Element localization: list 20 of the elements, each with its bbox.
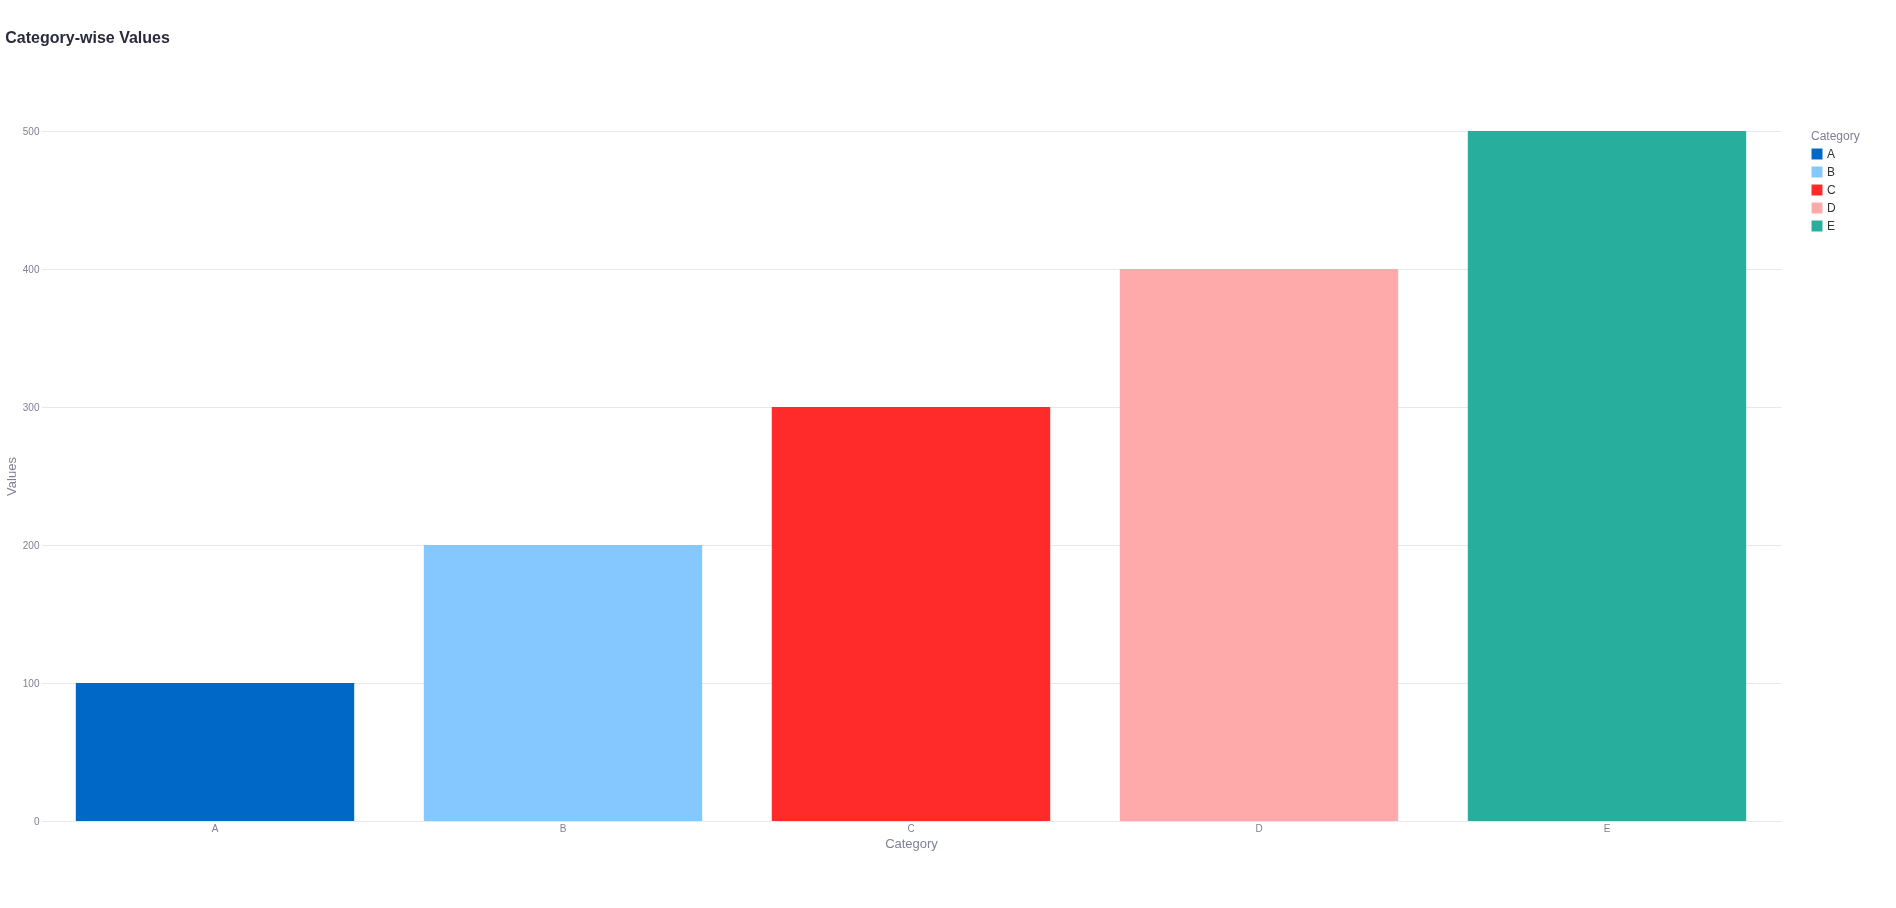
x-tick-label: A bbox=[211, 822, 219, 834]
legend-title: Category bbox=[1811, 129, 1860, 143]
x-tick-label: C bbox=[907, 822, 915, 834]
x-tick-label: D bbox=[1255, 822, 1263, 834]
legend-label: A bbox=[1827, 147, 1836, 161]
legend-label: C bbox=[1827, 183, 1836, 197]
x-axis-title: Category bbox=[885, 835, 939, 851]
y-tick-label: 100 bbox=[22, 677, 40, 689]
legend-label: B bbox=[1827, 165, 1836, 179]
legend-label: D bbox=[1827, 201, 1836, 215]
y-tick-label: 200 bbox=[22, 539, 40, 551]
x-tick-label: B bbox=[559, 822, 567, 834]
y-tick-label: 400 bbox=[22, 263, 40, 275]
y-tick-label: 0 bbox=[33, 815, 40, 827]
x-tick-label: E bbox=[1603, 822, 1611, 834]
legend-label: E bbox=[1827, 219, 1836, 233]
y-tick-label: 500 bbox=[22, 125, 40, 137]
chart-title: Category-wise Values bbox=[5, 29, 170, 46]
y-axis-title: Values bbox=[3, 456, 19, 496]
y-tick-label: 300 bbox=[22, 401, 40, 413]
